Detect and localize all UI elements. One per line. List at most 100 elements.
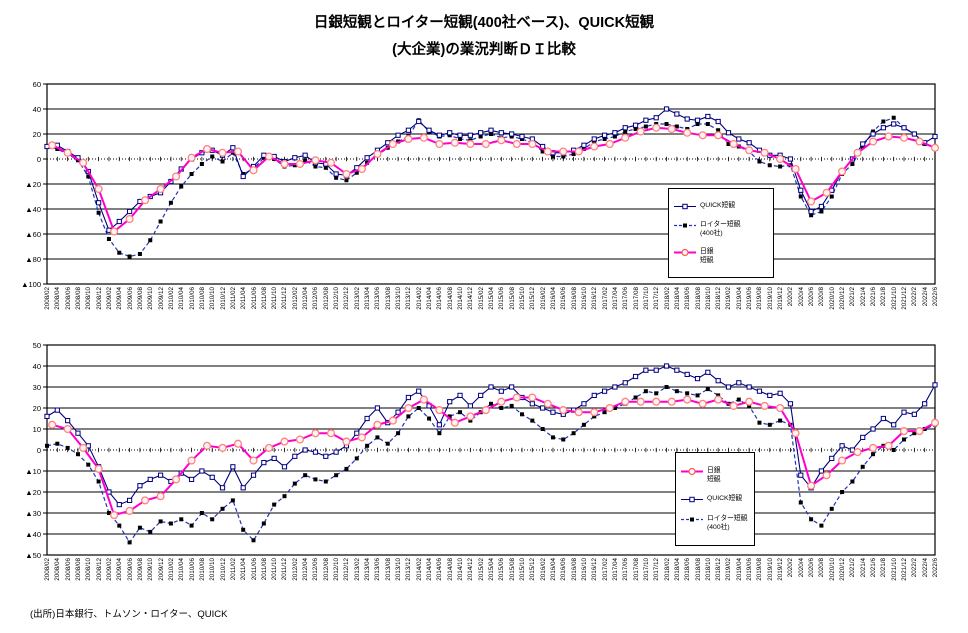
marker-filled-square: [334, 473, 339, 478]
marker-open-square: [777, 390, 783, 396]
marker-open-circle: [574, 147, 583, 156]
marker-open-square: [240, 485, 246, 491]
marker-open-circle: [745, 146, 754, 155]
marker-open-square: [746, 140, 752, 146]
marker-open-circle: [326, 158, 336, 167]
marker-open-circle: [512, 139, 521, 149]
marker-open-square: [684, 116, 690, 122]
marker-open-square: [96, 200, 102, 206]
marker-open-square: [230, 464, 236, 470]
marker-filled-square: [674, 389, 679, 394]
marker-open-circle: [807, 197, 816, 206]
marker-filled-square: [561, 154, 566, 159]
y-tick-label: ▲20: [25, 179, 41, 189]
marker-open-square: [509, 384, 515, 390]
marker-filled-square: [602, 410, 607, 415]
legend-marker-boj: [681, 467, 703, 476]
marker-filled-square: [127, 540, 132, 545]
marker-filled-square: [251, 538, 256, 543]
marker-open-circle: [156, 184, 165, 194]
marker-open-circle: [63, 148, 72, 157]
marker-filled-square: [96, 210, 101, 215]
marker-open-circle: [636, 127, 645, 136]
marker-filled-square: [716, 128, 721, 133]
marker-open-square: [467, 132, 473, 138]
y-tick-label: 30: [32, 382, 41, 392]
marker-open-circle: [853, 448, 862, 457]
marker-open-square: [447, 130, 453, 136]
marker-open-circle: [930, 418, 940, 427]
marker-open-square: [601, 132, 608, 138]
marker-open-square: [116, 502, 122, 508]
legend-marker-reuters: [681, 517, 703, 522]
marker-open-square: [736, 136, 742, 142]
marker-open-circle: [899, 133, 909, 142]
legend-manufacturing: QUICK短観 ロイター短観 (400社) 日銀 短観: [668, 188, 774, 278]
marker-open-square: [405, 127, 411, 133]
y-tick-label: 0: [36, 154, 41, 164]
marker-open-square: [75, 430, 81, 436]
marker-open-square: [488, 384, 494, 390]
marker-open-square: [127, 497, 133, 503]
marker-filled-square: [571, 431, 576, 436]
marker-open-square: [157, 472, 164, 478]
marker-filled-square: [86, 462, 91, 467]
marker-open-square: [436, 132, 442, 138]
marker-open-square: [684, 371, 690, 377]
marker-open-square: [932, 133, 938, 140]
marker-open-square: [436, 422, 442, 428]
marker-open-square: [498, 130, 504, 136]
marker-open-circle: [249, 166, 258, 175]
marker-open-square: [209, 474, 215, 480]
marker-filled-square: [148, 238, 153, 243]
marker-open-circle: [667, 397, 676, 406]
marker-open-circle: [528, 139, 537, 149]
marker-open-square: [601, 388, 608, 394]
marker-open-circle: [481, 406, 490, 415]
marker-filled-square: [716, 393, 721, 398]
marker-filled-square: [757, 420, 762, 425]
marker-filled-square: [458, 137, 463, 141]
marker-filled-square: [829, 194, 834, 199]
marker-filled-square: [654, 391, 659, 396]
marker-open-circle: [342, 437, 351, 446]
marker-open-square: [622, 380, 628, 386]
marker-filled-square: [313, 164, 318, 169]
marker-filled-square: [571, 152, 576, 156]
marker-open-circle: [838, 456, 847, 465]
marker-filled-square: [561, 437, 566, 442]
marker-filled-square: [695, 122, 700, 126]
chart-manufacturing: [43, 83, 940, 285]
y-tick-label: 40: [32, 104, 41, 114]
legend-item-reuters: ロイター短観 (400社): [673, 220, 769, 238]
marker-filled-square: [241, 527, 246, 532]
marker-open-circle: [497, 136, 506, 145]
marker-open-circle: [915, 137, 924, 146]
marker-filled-square: [117, 250, 122, 255]
marker-open-square: [323, 453, 329, 459]
marker-open-circle: [884, 441, 893, 450]
marker-open-circle: [466, 412, 475, 421]
marker-open-square: [632, 122, 639, 128]
y-tick-label: ▲30: [25, 508, 41, 518]
marker-open-square: [137, 483, 143, 489]
marker-open-square: [219, 485, 226, 491]
marker-filled-square: [664, 122, 669, 126]
marker-open-circle: [435, 139, 444, 149]
marker-filled-square: [137, 252, 142, 256]
marker-filled-square: [158, 519, 163, 524]
legend-label-reuters: ロイター短観 (400社): [707, 515, 748, 531]
marker-filled-square: [850, 479, 855, 484]
marker-open-square: [674, 367, 680, 373]
marker-open-circle: [79, 443, 88, 452]
page-title: 日銀短観とロイター短観(400社ベース)、QUICK短観 (大企業)の業況判断Ｄ…: [0, 10, 968, 64]
marker-filled-square: [881, 119, 886, 124]
marker-filled-square: [199, 511, 204, 515]
marker-filled-square: [592, 414, 597, 419]
marker-filled-square: [540, 149, 545, 154]
marker-filled-square: [313, 477, 318, 482]
marker-open-square: [922, 401, 928, 407]
marker-open-circle: [636, 397, 645, 406]
marker-filled-square: [282, 494, 287, 499]
marker-filled-square: [509, 403, 514, 408]
